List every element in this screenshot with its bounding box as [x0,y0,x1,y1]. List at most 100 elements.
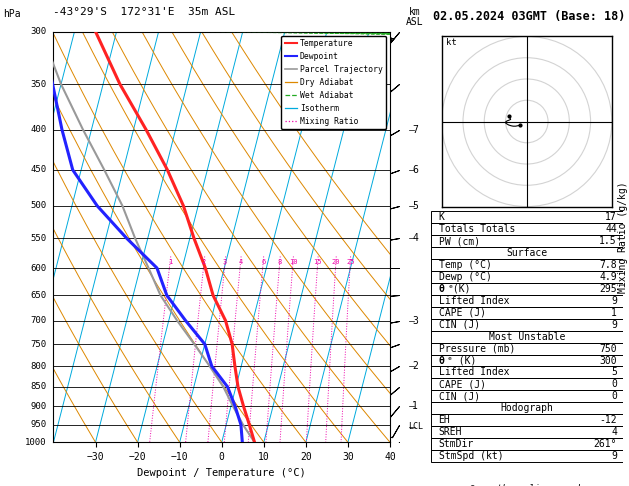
Text: -43°29'S  172°31'E  35m ASL: -43°29'S 172°31'E 35m ASL [53,7,236,17]
Text: 9: 9 [611,320,617,330]
Bar [431,283,623,295]
Text: 450: 450 [31,165,47,174]
Text: CIN (J): CIN (J) [438,320,480,330]
Text: 2: 2 [202,260,206,265]
Text: 3: 3 [412,315,418,326]
Text: Totals Totals: Totals Totals [438,225,515,234]
Text: 300: 300 [599,356,617,365]
Text: 1000: 1000 [25,438,47,447]
Bar [431,438,623,450]
Text: 1: 1 [611,308,617,318]
Text: LCL: LCL [408,422,423,431]
Text: ASL: ASL [406,17,424,27]
Text: StmDir: StmDir [438,439,474,449]
Text: K: K [438,212,445,223]
Text: 850: 850 [31,382,47,391]
Text: Surface: Surface [506,248,547,258]
Text: StmSpd (kt): StmSpd (kt) [438,451,503,461]
Bar [431,366,623,379]
Bar [431,343,623,355]
Text: EH: EH [438,415,450,425]
Text: CAPE (J): CAPE (J) [438,380,486,389]
Text: Temp (°C): Temp (°C) [438,260,491,270]
Bar [431,355,623,366]
Text: SREH: SREH [438,427,462,437]
Text: 300: 300 [31,27,47,36]
Text: Most Unstable: Most Unstable [489,331,565,342]
Text: 0: 0 [611,380,617,389]
Text: 750: 750 [599,344,617,354]
Text: Lifted Index: Lifted Index [438,367,509,378]
Text: 6: 6 [261,260,265,265]
Text: 4.9: 4.9 [599,272,617,282]
Text: 700: 700 [31,316,47,325]
Text: Mixing Ratio (g/kg): Mixing Ratio (g/kg) [618,181,628,293]
Text: 1: 1 [168,260,172,265]
Text: 800: 800 [31,362,47,371]
Bar [431,379,623,390]
Text: Lifted Index: Lifted Index [438,296,509,306]
Text: 4: 4 [611,427,617,437]
Text: 550: 550 [31,234,47,243]
Text: -12: -12 [599,415,617,425]
Bar [431,390,623,402]
Text: ᵉ(K): ᵉ(K) [447,284,470,294]
Bar [431,307,623,319]
Text: ᵉ (K): ᵉ (K) [447,356,477,365]
Text: 600: 600 [31,263,47,273]
Text: 1.5: 1.5 [599,236,617,246]
Bar [431,295,623,307]
Bar [431,426,623,438]
Text: PW (cm): PW (cm) [438,236,480,246]
Text: 44: 44 [605,225,617,234]
Text: 350: 350 [31,80,47,88]
Text: 17: 17 [605,212,617,223]
Text: 10: 10 [289,260,298,265]
X-axis label: Dewpoint / Temperature (°C): Dewpoint / Temperature (°C) [137,468,306,478]
Text: 4: 4 [238,260,243,265]
Text: 2: 2 [412,361,418,371]
Bar [431,224,623,235]
Text: 400: 400 [31,125,47,134]
Text: 25: 25 [346,260,355,265]
Bar [431,402,623,414]
Text: 650: 650 [31,291,47,300]
Text: CIN (J): CIN (J) [438,391,480,401]
Text: km: km [409,7,421,17]
Text: 295: 295 [599,284,617,294]
Bar [431,330,623,343]
Text: 8: 8 [277,260,282,265]
Text: 261°: 261° [593,439,617,449]
Text: 1: 1 [412,401,418,411]
Text: 5: 5 [412,201,418,211]
Text: 9: 9 [611,451,617,461]
Text: 02.05.2024 03GMT (Base: 18): 02.05.2024 03GMT (Base: 18) [433,10,626,23]
Text: θ: θ [438,284,445,294]
Text: kt: kt [446,38,457,47]
Text: 3: 3 [223,260,227,265]
Text: 750: 750 [31,340,47,348]
Text: CAPE (J): CAPE (J) [438,308,486,318]
Bar [431,235,623,247]
Bar [431,271,623,283]
Text: 4: 4 [412,233,418,243]
Text: 500: 500 [31,201,47,210]
Text: Dewp (°C): Dewp (°C) [438,272,491,282]
Text: θ: θ [438,356,445,365]
Text: 950: 950 [31,420,47,429]
Text: © weatheronline.co.uk: © weatheronline.co.uk [470,485,583,486]
Text: 6: 6 [412,165,418,175]
Bar [431,259,623,271]
Bar [431,414,623,426]
Bar [431,211,623,224]
Bar [431,247,623,259]
Text: 7: 7 [412,125,418,135]
Text: 7.8: 7.8 [599,260,617,270]
Text: hPa: hPa [3,9,21,19]
Text: Hodograph: Hodograph [500,403,554,413]
Legend: Temperature, Dewpoint, Parcel Trajectory, Dry Adiabat, Wet Adiabat, Isotherm, Mi: Temperature, Dewpoint, Parcel Trajectory… [281,35,386,129]
Text: 0: 0 [611,391,617,401]
Text: 900: 900 [31,402,47,411]
Text: 20: 20 [331,260,340,265]
Text: 15: 15 [313,260,322,265]
